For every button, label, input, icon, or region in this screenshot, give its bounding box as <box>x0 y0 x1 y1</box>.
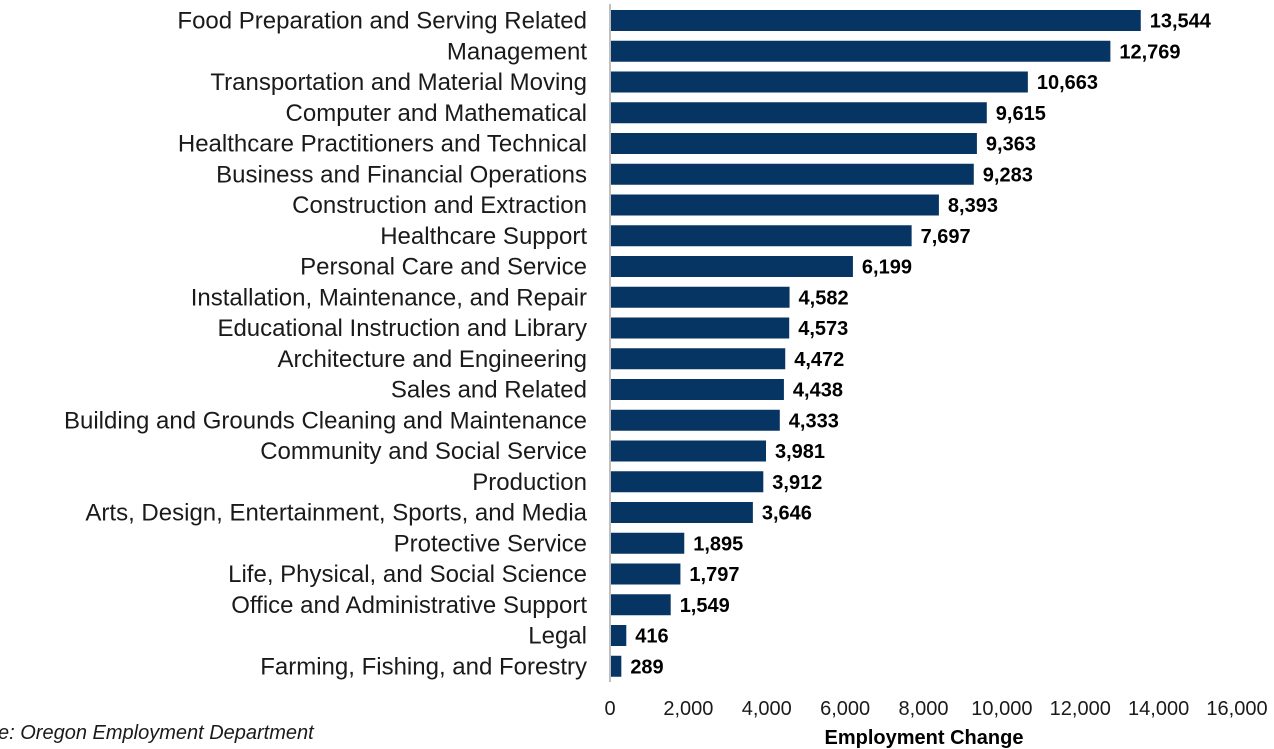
bar <box>611 379 784 400</box>
value-label: 4,333 <box>789 410 839 432</box>
bar <box>611 440 767 462</box>
bar <box>611 502 753 523</box>
value-label: 4,582 <box>799 287 849 309</box>
bar <box>611 471 764 493</box>
x-tick-labels: 0 2,000 4,000 6,000 8,000 10,000 12,000 14,000 1… <box>604 698 1267 720</box>
value-label: 12,769 <box>1119 41 1180 63</box>
bar <box>611 317 790 339</box>
value-label: 4,438 <box>793 380 843 402</box>
category-label: Transportation and Material Moving <box>210 69 587 96</box>
bar <box>611 409 780 431</box>
x-axis-title: Employment Change <box>825 727 1024 749</box>
category-label: Sales and Related <box>391 377 587 404</box>
value-label: 13,544 <box>1150 11 1212 33</box>
bar <box>611 194 939 216</box>
x-tick-label: 14,000 <box>1128 698 1189 720</box>
x-tick-label: 16,000 <box>1206 698 1267 720</box>
x-tick-label: 8,000 <box>898 698 948 720</box>
category-label: Arts, Design, Entertainment, Sports, and… <box>85 500 587 527</box>
value-label: 4,573 <box>798 318 848 340</box>
category-label: Building and Grounds Cleaning and Mainte… <box>64 407 587 434</box>
category-label: Construction and Extraction <box>292 192 587 219</box>
category-label: Farming, Fishing, and Forestry <box>260 653 587 680</box>
bar <box>611 40 1111 62</box>
category-label: Installation, Maintenance, and Repair <box>191 284 587 311</box>
source-note: e: Oregon Employment Department <box>0 722 315 744</box>
category-label: Management <box>447 38 587 65</box>
x-tick-label: 10,000 <box>971 698 1032 720</box>
category-label: Computer and Mathematical <box>286 100 587 127</box>
value-label: 9,283 <box>983 164 1033 186</box>
value-label: 1,797 <box>689 564 739 586</box>
category-label: Life, Physical, and Social Science <box>228 561 587 588</box>
bar <box>611 563 681 585</box>
category-label: Educational Instruction and Library <box>217 315 587 342</box>
bar <box>611 286 790 308</box>
category-label: Healthcare Support <box>380 223 587 250</box>
bar <box>611 348 786 370</box>
bar <box>611 655 622 677</box>
value-labels: 13,544 12,769 10,663 9,615 9,363 9,283 8,393 7,… <box>630 11 1211 679</box>
bar <box>611 625 627 646</box>
category-labels: Food Preparation and Serving Related Mana… <box>64 8 588 681</box>
value-label: 10,663 <box>1037 72 1098 94</box>
x-tick-label: 0 <box>604 698 615 720</box>
value-label: 416 <box>635 626 668 648</box>
bar <box>611 71 1028 93</box>
value-label: 3,912 <box>772 472 822 494</box>
category-label: Food Preparation and Serving Related <box>177 8 587 35</box>
value-label: 3,981 <box>775 441 825 463</box>
bar <box>611 256 853 277</box>
value-label: 289 <box>630 656 663 678</box>
x-tick-label: 12,000 <box>1050 698 1111 720</box>
x-tick-label: 2,000 <box>663 698 713 720</box>
bars <box>611 10 1141 677</box>
bar <box>611 594 671 616</box>
category-label: Personal Care and Service <box>300 254 587 281</box>
value-label: 1,549 <box>680 595 730 617</box>
bar <box>611 10 1141 31</box>
category-label: Protective Service <box>394 530 587 557</box>
category-label: Architecture and Engineering <box>277 346 587 373</box>
category-label: Office and Administrative Support <box>231 592 587 619</box>
value-label: 3,646 <box>762 503 812 525</box>
category-label: Production <box>472 469 587 496</box>
value-label: 9,615 <box>996 103 1046 125</box>
category-label: Community and Social Service <box>260 438 587 465</box>
bar <box>611 133 977 154</box>
value-label: 4,472 <box>794 349 844 371</box>
value-label: 9,363 <box>986 134 1036 156</box>
bar <box>611 225 912 247</box>
category-label: Legal <box>528 623 587 650</box>
value-label: 6,199 <box>862 257 912 279</box>
category-label: Healthcare Practitioners and Technical <box>178 131 587 158</box>
bar <box>611 163 974 185</box>
category-label: Business and Financial Operations <box>216 161 587 188</box>
x-tick-label: 4,000 <box>742 698 792 720</box>
bar <box>611 102 987 124</box>
value-label: 8,393 <box>948 195 998 217</box>
x-tick-label: 6,000 <box>820 698 870 720</box>
value-label: 7,697 <box>921 226 971 248</box>
bar <box>611 532 685 554</box>
value-label: 1,895 <box>693 533 743 555</box>
